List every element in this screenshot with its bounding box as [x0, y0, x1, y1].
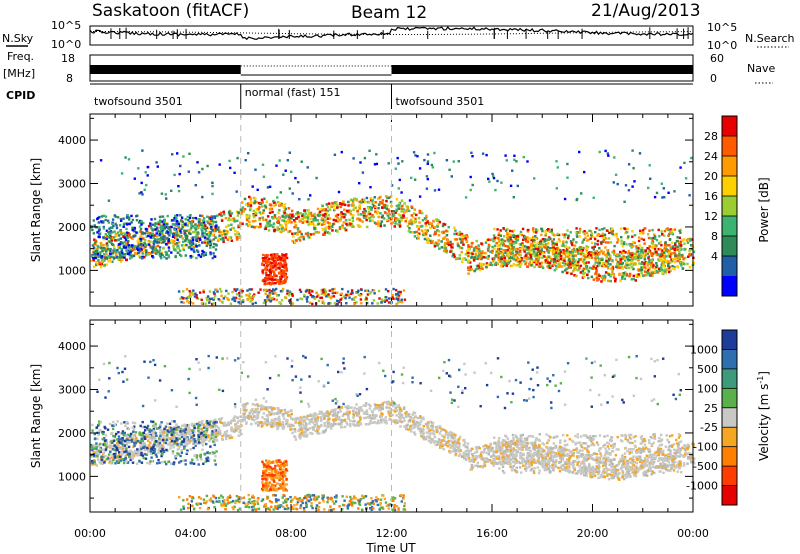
freq-label-line1: Freq.: [7, 50, 34, 63]
colorbar-swatch: [722, 388, 737, 409]
colorbar-tick-label: 16: [704, 190, 718, 203]
colorbar-tick-label: -100: [693, 441, 718, 454]
colorbar-swatch: [722, 466, 737, 486]
colorbar-tick-label: -25: [700, 421, 718, 434]
colorbar-swatch: [722, 196, 737, 217]
power-scatter: [90, 149, 696, 306]
xtick-label: 00:00: [677, 527, 709, 540]
cpid-label: CPID: [6, 89, 35, 102]
colorbar-swatch: [722, 446, 737, 467]
xtick-label: 04:00: [175, 527, 207, 540]
cpid-segment-2: twofsound 3501: [396, 95, 485, 108]
noise-left-tick-bottom: 10^0: [51, 38, 81, 51]
colorbar-swatch: [722, 407, 737, 428]
ytick-label: 1000: [58, 470, 86, 483]
ytick-label: 2000: [58, 427, 86, 440]
noise-left-tick-top: 10^5: [51, 19, 81, 32]
colorbar-swatch: [722, 136, 737, 157]
freq-traces: [90, 65, 693, 76]
nave-label: Nave: [747, 62, 775, 75]
power-panel: 1000 2000 3000 4000 Slant Range [km] 28 24 20…: [29, 113, 771, 307]
colorbar-tick-label: -1000: [686, 480, 718, 493]
colorbar-swatch: [722, 176, 737, 197]
power-colorbar-label: Power [dB]: [757, 177, 771, 242]
colorbar-tick-label: 24: [704, 150, 718, 163]
xtick-label: 08:00: [275, 527, 307, 540]
freq-left-tick-top: 18: [61, 52, 75, 65]
xtick-label: 16:00: [476, 527, 508, 540]
colorbar-tick-label: 12: [704, 210, 718, 223]
ytick-label: 3000: [58, 178, 86, 191]
noise-panel: N.Sky 10^5 10^0 10^5 10^0 N.Search: [2, 19, 795, 52]
colorbar-tick-label: 100: [697, 382, 718, 395]
velocity-panel: 1000 2000 3000 4000 Slant Range [km] 1000 50…: [29, 319, 771, 513]
colorbar-tick-label: -500: [693, 460, 718, 473]
freq-left-tick-bottom: 8: [66, 72, 73, 85]
velocity-colorbar: 1000 500 100 25 -25 -100 -500 -1000: [686, 329, 738, 506]
cpid-segment-0: twofsound 3501: [94, 95, 183, 108]
colorbar-swatch: [722, 216, 737, 237]
velocity-ylabel: Slant Range [km]: [29, 364, 43, 468]
colorbar-tick-label: 4: [711, 250, 718, 263]
ytick-label: 4000: [58, 134, 86, 147]
xtick-label: 12:00: [376, 527, 408, 540]
xtick-label: 00:00: [74, 527, 106, 540]
colorbar-tick-label: 28: [704, 130, 718, 143]
colorbar-tick-label: 500: [697, 363, 718, 376]
colorbar-swatch: [722, 276, 737, 297]
ytick-label: 2000: [58, 221, 86, 234]
noise-left-label: N.Sky: [2, 32, 34, 45]
noise-right-label: N.Search: [745, 32, 795, 45]
colorbar-swatch: [722, 156, 737, 177]
freq-label-line2: [MHz]: [3, 67, 35, 80]
ytick-label: 3000: [58, 384, 86, 397]
cpid-panel: CPID twofsound 3501 normal (fast) 151 twof…: [6, 83, 693, 109]
noise-traces: [89, 26, 694, 41]
colorbar-swatch: [722, 349, 737, 370]
freq-right-tick-top: 60: [710, 52, 724, 65]
colorbar-swatch: [722, 236, 737, 257]
colorbar-swatch: [722, 485, 737, 506]
ytick-label: 4000: [58, 340, 86, 353]
colorbar-tick-label: 20: [704, 170, 718, 183]
colorbar-swatch: [722, 116, 737, 137]
xaxis-label: Time UT: [365, 541, 416, 554]
colorbar-tick-label: 1000: [690, 343, 718, 356]
power-colorbar: 28 24 20 16 12 8 4: [704, 115, 738, 297]
xtick-label: 20:00: [577, 527, 609, 540]
colorbar-swatch: [722, 368, 737, 389]
freq-right-tick-bottom: 0: [710, 72, 717, 85]
colorbar-tick-label: 8: [711, 230, 718, 243]
colorbar-swatch: [722, 330, 737, 350]
colorbar-swatch: [722, 256, 737, 277]
date-title: 21/Aug/2013: [591, 1, 701, 21]
velocity-scatter: [90, 354, 696, 512]
velocity-colorbar-label: Velocity [m s-1]: [756, 371, 771, 461]
noise-right-tick-bottom: 10^0: [707, 39, 737, 52]
noise-right-tick-top: 10^5: [707, 21, 737, 34]
ytick-label: 1000: [58, 264, 86, 277]
station-title: Saskatoon (fitACF): [92, 1, 249, 21]
cpid-segment-1: normal (fast) 151: [245, 86, 341, 99]
colorbar-swatch: [722, 427, 737, 448]
beam-title: Beam 12: [351, 3, 427, 23]
freq-panel: Freq. [MHz] 18 8 60 0 Nave: [3, 50, 775, 85]
colorbar-tick-label: 25: [704, 402, 718, 415]
power-ylabel: Slant Range [km]: [29, 158, 43, 262]
